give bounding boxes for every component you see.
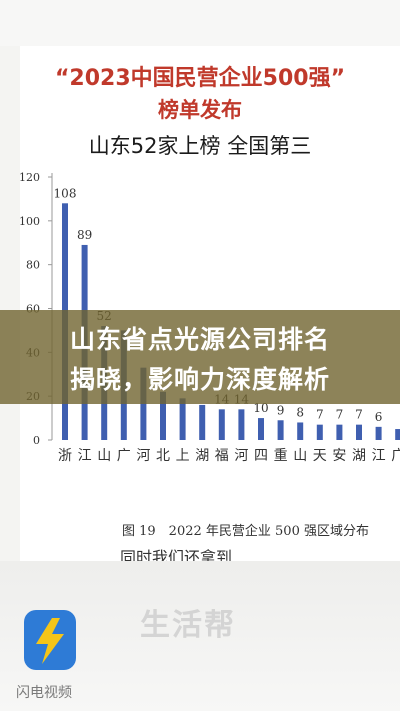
app-name: 闪电视频: [16, 685, 72, 701]
value-label: 6: [375, 410, 383, 424]
y-tick-label: 100: [19, 215, 40, 228]
headline-line-1: 山东省点光源公司排名: [69, 325, 330, 354]
category-label: 福: [215, 448, 229, 464]
bar: [238, 409, 245, 440]
top-strip: [0, 0, 400, 46]
value-label: 10: [253, 401, 268, 415]
category-label: 广: [117, 448, 131, 464]
y-tick-label: 120: [19, 171, 40, 184]
lightning-logo-icon[interactable]: [22, 608, 78, 672]
bar: [199, 404, 206, 440]
headline-banner: [0, 310, 400, 404]
bar: [375, 426, 382, 440]
category-label: 湖: [352, 448, 366, 464]
category-label: 浙: [58, 448, 72, 464]
bar: [356, 424, 362, 440]
title-line-2: 榜单发布: [158, 98, 242, 122]
value-label: 7: [336, 408, 344, 422]
category-label: 江: [78, 448, 92, 464]
y-tick-label: 0: [33, 434, 40, 447]
category-label: 北: [156, 448, 170, 464]
bar: [218, 409, 225, 440]
watermark-text: 生活帮: [140, 608, 236, 643]
value-label: 108: [54, 186, 77, 200]
category-label: 四: [254, 448, 268, 464]
headline-line-2: 揭晓，影响力深度解析: [69, 365, 330, 394]
category-label: 湖: [195, 448, 209, 464]
title-line-1: “2023中国民营企业500强”: [54, 66, 346, 91]
category-label: 上: [176, 448, 190, 464]
category-label: 山: [293, 448, 307, 464]
bar: [316, 424, 323, 440]
category-label: 河: [234, 448, 248, 464]
bar: [277, 420, 284, 440]
bar: [336, 424, 343, 440]
category-label: 天: [313, 448, 327, 464]
value-label: 7: [355, 408, 363, 422]
category-label: 广: [391, 448, 400, 464]
category-label: 河: [136, 448, 150, 464]
value-label: 9: [277, 403, 285, 417]
bar: [395, 429, 400, 440]
bar: [160, 391, 166, 440]
category-label: 安: [332, 448, 346, 464]
figure-caption: 图 19 2022 年民营企业 500 强区域分布: [122, 524, 369, 539]
value-label: 8: [296, 405, 304, 419]
category-label: 重: [274, 448, 288, 464]
category-label: 江: [372, 448, 386, 464]
bar: [179, 398, 186, 440]
value-label: 89: [77, 228, 92, 242]
title-line-3: 山东52家上榜 全国第三: [88, 134, 312, 158]
bar: [258, 418, 264, 440]
y-tick-label: 80: [26, 259, 40, 272]
bar: [297, 422, 304, 440]
value-label: 7: [316, 408, 324, 422]
category-label: 山: [97, 448, 111, 464]
